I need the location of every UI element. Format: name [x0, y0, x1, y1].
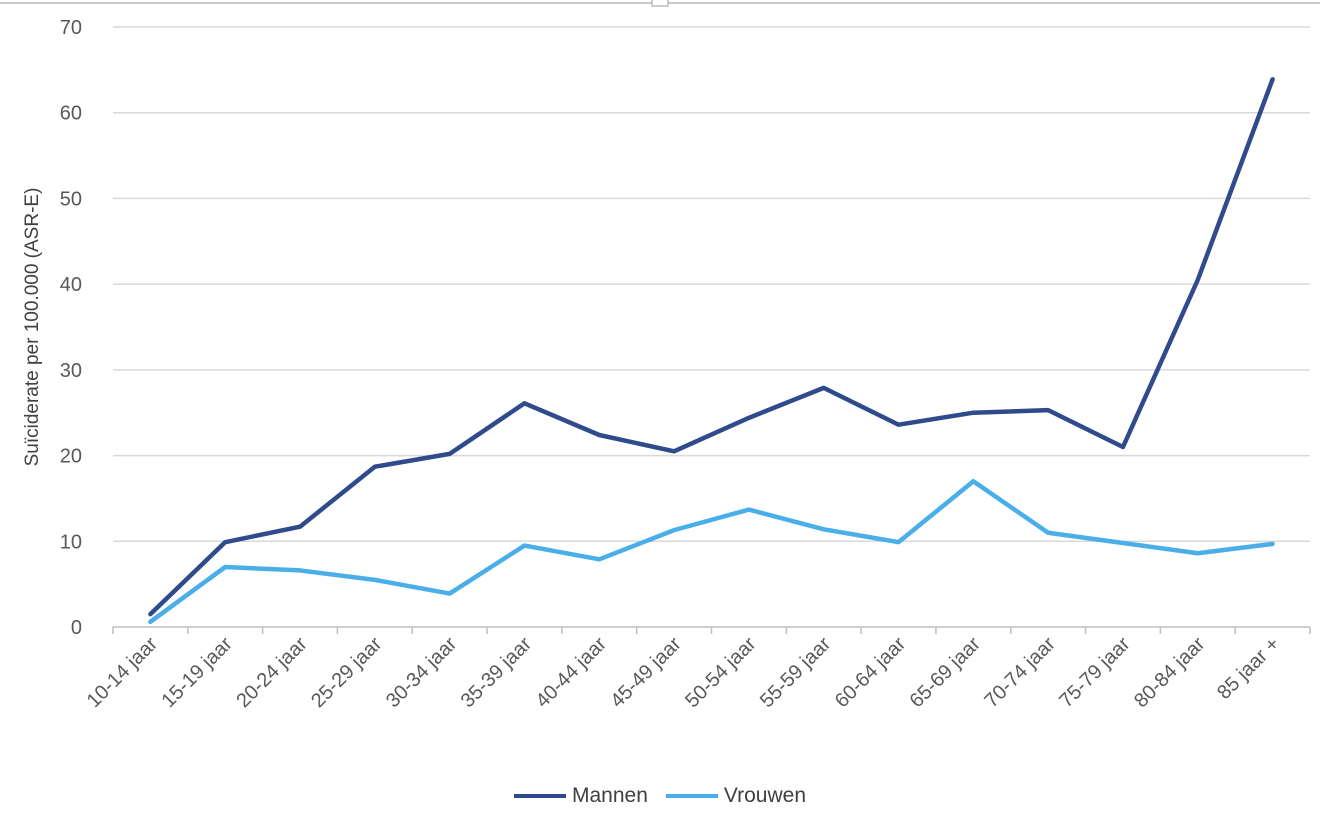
x-tick-label: 10-14 jaar [83, 633, 162, 712]
y-tick-label: 20 [60, 446, 82, 468]
y-axis-label: Suïciderate per 100.000 (ASR-E) [22, 188, 43, 467]
x-tick-label: 75-79 jaar [1055, 633, 1134, 712]
x-tick-label: 20-24 jaar [232, 633, 311, 712]
x-tick-label: 80-84 jaar [1130, 633, 1209, 712]
series-line-mannen [148, 77, 1275, 617]
x-tick-label: 50-54 jaar [681, 633, 760, 712]
legend-swatch [665, 794, 718, 798]
legend-swatch [514, 794, 566, 798]
x-tick-label: 25-29 jaar [307, 633, 386, 712]
legend-label: Vrouwen [723, 784, 806, 807]
y-tick-label: 0 [71, 617, 82, 639]
x-tick-label: 40-44 jaar [532, 633, 611, 712]
x-tick-label: 30-34 jaar [382, 633, 461, 712]
legend: Mannen Vrouwen [0, 784, 1320, 808]
y-tick-label: 50 [60, 188, 82, 210]
x-tick-label: 85 jaar + [1213, 633, 1284, 704]
y-tick-label: 40 [60, 274, 82, 296]
x-tick-label: 65-69 jaar [906, 633, 985, 712]
x-tick-label: 45-49 jaar [606, 633, 685, 712]
y-tick-label: 70 [60, 17, 82, 39]
x-tick-label: 70-74 jaar [980, 633, 1059, 712]
x-tick-label: 15-19 jaar [158, 633, 237, 712]
legend-item-mannen: Mannen [514, 784, 648, 808]
y-tick-label: 10 [60, 531, 82, 553]
series-line-vrouwen [148, 479, 1275, 625]
y-tick-label: 30 [60, 360, 82, 382]
x-tick-label: 35-39 jaar [457, 633, 536, 712]
y-tick-label: 60 [60, 103, 82, 125]
x-tick-label: 60-64 jaar [831, 633, 910, 712]
legend-label: Mannen [572, 784, 648, 807]
selection-handle[interactable] [651, 0, 669, 7]
x-tick-label: 55-59 jaar [756, 633, 835, 712]
legend-item-vrouwen: Vrouwen [665, 784, 806, 808]
